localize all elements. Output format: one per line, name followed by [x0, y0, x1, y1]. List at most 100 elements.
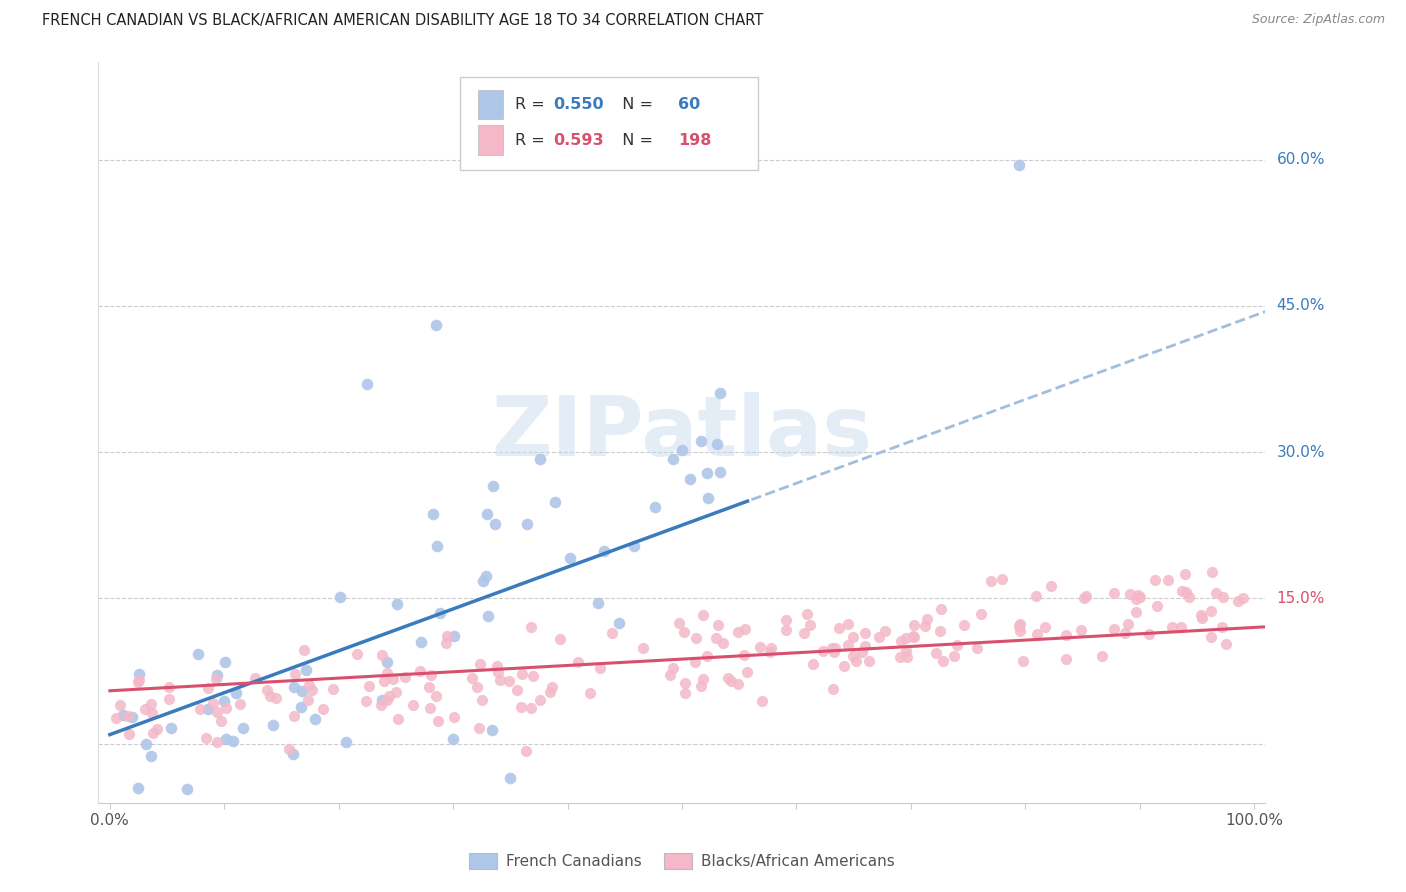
Text: N =: N = — [612, 97, 658, 112]
Point — [188, 702, 211, 716]
Point — [1033, 620, 1056, 634]
Point — [1212, 590, 1234, 604]
Point — [264, 691, 287, 706]
Point — [346, 647, 368, 661]
Point — [312, 702, 335, 716]
Text: 60.0%: 60.0% — [1277, 153, 1324, 168]
Point — [541, 680, 564, 694]
Point — [548, 632, 571, 647]
Text: 0.593: 0.593 — [554, 133, 605, 148]
Point — [690, 434, 713, 449]
Point — [110, 698, 132, 712]
Point — [290, 684, 312, 698]
Text: 15.0%: 15.0% — [1277, 591, 1324, 606]
Point — [356, 694, 378, 708]
Point — [394, 670, 416, 684]
Point — [486, 665, 509, 680]
Point — [245, 671, 267, 685]
Point — [215, 731, 238, 746]
Point — [704, 631, 727, 645]
Point — [1170, 584, 1192, 599]
Point — [1226, 593, 1249, 607]
Point — [461, 671, 484, 685]
FancyBboxPatch shape — [460, 78, 758, 169]
Point — [385, 685, 408, 699]
Point — [409, 665, 432, 679]
Point — [356, 376, 378, 391]
Point — [357, 679, 380, 693]
Point — [202, 696, 225, 710]
Point — [283, 709, 305, 723]
Point — [419, 701, 441, 715]
Point — [160, 721, 183, 735]
Point — [751, 693, 773, 707]
Point — [1211, 620, 1233, 634]
Point — [834, 659, 856, 673]
Point — [477, 609, 499, 624]
Text: R =: R = — [515, 97, 550, 112]
Point — [1116, 617, 1139, 632]
Point — [139, 697, 162, 711]
Point — [799, 618, 821, 632]
Point — [277, 741, 299, 756]
Point — [709, 465, 731, 479]
Point — [697, 491, 720, 505]
Point — [111, 707, 134, 722]
Point — [484, 516, 506, 531]
Point — [593, 543, 616, 558]
Point — [128, 667, 150, 681]
Point — [889, 649, 911, 664]
Point — [304, 712, 326, 726]
Point — [519, 701, 541, 715]
FancyBboxPatch shape — [478, 126, 503, 155]
Point — [329, 590, 352, 604]
Point — [1073, 591, 1095, 606]
Point — [727, 677, 749, 691]
Point — [145, 722, 167, 736]
Point — [1091, 648, 1114, 663]
Point — [1174, 585, 1197, 599]
Point — [953, 618, 976, 632]
Point — [214, 694, 236, 708]
Point — [761, 641, 783, 656]
Point — [966, 640, 988, 655]
Point — [387, 712, 409, 726]
Text: 0.550: 0.550 — [554, 97, 605, 112]
Point — [696, 649, 718, 664]
Point — [903, 631, 925, 645]
Point — [118, 727, 141, 741]
Point — [283, 680, 305, 694]
Point — [522, 668, 544, 682]
Point — [228, 697, 250, 711]
Point — [980, 574, 1002, 588]
Point — [793, 626, 815, 640]
Text: 45.0%: 45.0% — [1277, 299, 1324, 313]
Point — [141, 706, 163, 720]
Text: Source: ZipAtlas.com: Source: ZipAtlas.com — [1251, 13, 1385, 27]
Point — [644, 500, 666, 514]
Point — [823, 682, 845, 697]
Point — [117, 709, 139, 723]
Text: FRENCH CANADIAN VS BLACK/AFRICAN AMERICAN DISABILITY AGE 18 TO 34 CORRELATION CH: FRENCH CANADIAN VS BLACK/AFRICAN AMERICA… — [42, 13, 763, 29]
Point — [796, 607, 818, 622]
Point — [837, 639, 859, 653]
Point — [499, 772, 522, 786]
Point — [1008, 158, 1031, 172]
Point — [560, 550, 582, 565]
Point — [516, 516, 538, 531]
Point — [382, 672, 405, 686]
Point — [853, 625, 876, 640]
Point — [510, 700, 533, 714]
FancyBboxPatch shape — [478, 90, 503, 120]
Point — [510, 667, 533, 681]
Point — [692, 673, 714, 687]
Point — [842, 630, 865, 644]
Point — [292, 642, 315, 657]
Point — [128, 673, 150, 687]
Point — [917, 612, 939, 626]
Point — [485, 658, 508, 673]
Point — [991, 572, 1014, 586]
Point — [672, 624, 695, 639]
Point — [1126, 588, 1149, 602]
Point — [749, 640, 772, 654]
